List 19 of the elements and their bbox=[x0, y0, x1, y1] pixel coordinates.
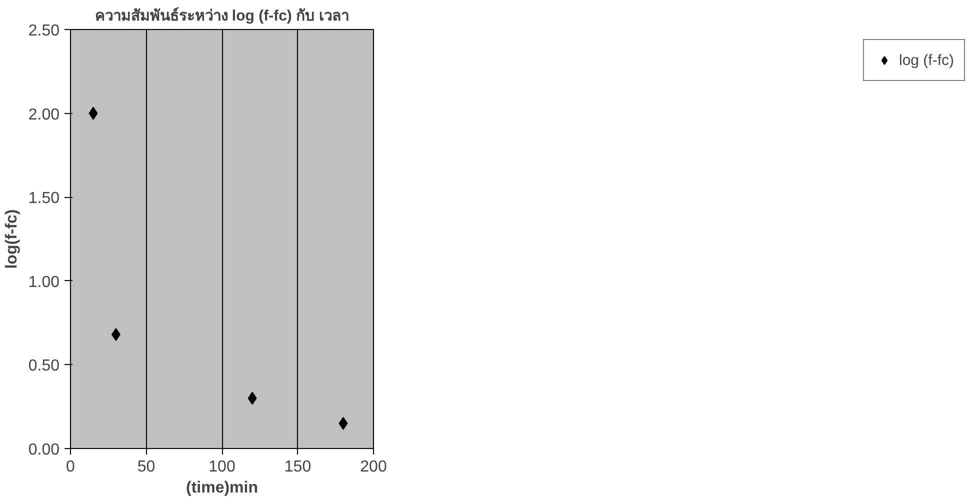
x-tick-label: 150 bbox=[284, 458, 312, 476]
x-axis-title: (time)min bbox=[186, 480, 258, 496]
point bbox=[88, 106, 98, 120]
chart-title: ความสัมพันธ์ระหว่าง log (f-fc) กับ เวลา bbox=[94, 6, 350, 24]
y-tick-label: 1.50 bbox=[28, 190, 60, 208]
y-tick-label: 2.00 bbox=[28, 106, 60, 124]
point bbox=[111, 328, 120, 342]
y-axis-title: log(f-fc) bbox=[3, 209, 20, 269]
legend-label: log (f-fc) bbox=[898, 52, 954, 68]
y-tick-label: 0.50 bbox=[28, 358, 60, 375]
y-tick-label: 1.00 bbox=[28, 274, 60, 291]
x-tick-label: 200 bbox=[360, 458, 387, 476]
y-tick-label: 2.50 bbox=[28, 22, 60, 40]
point bbox=[338, 416, 348, 430]
x-tick-label: 100 bbox=[208, 458, 236, 476]
point bbox=[248, 392, 257, 405]
x-tick-label: 50 bbox=[137, 458, 156, 476]
x-tick-label: 0 bbox=[66, 458, 76, 476]
y-tick-label: 0.00 bbox=[28, 442, 60, 458]
